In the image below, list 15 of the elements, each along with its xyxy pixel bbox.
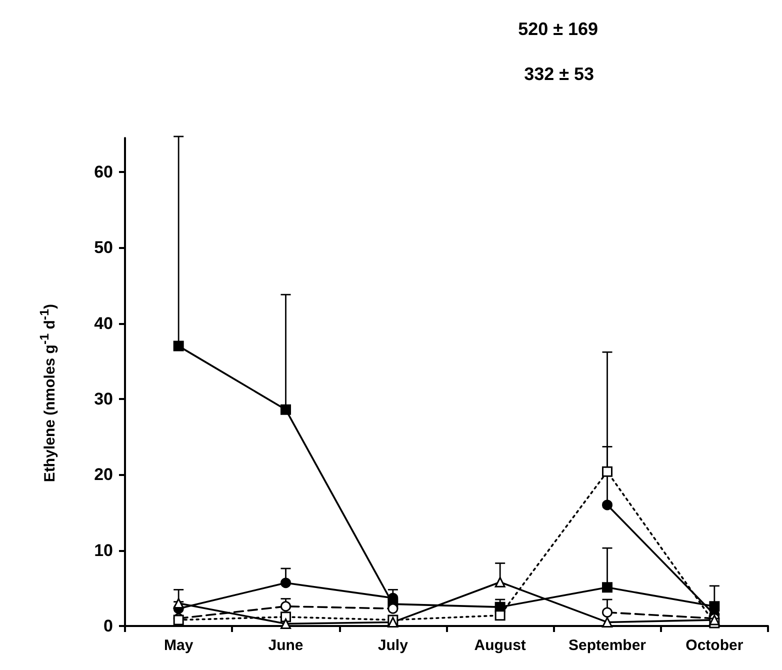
text: 332 ± 53 [524,64,594,84]
y-tick-label: 20 [94,465,113,484]
y-tick-label: 50 [94,238,113,258]
x-tick-label: July [378,637,409,654]
x-tick-label: June [268,637,304,654]
y-tick-label: 10 [94,540,113,560]
x-tick-label: August [474,637,526,654]
text: 520 ± 169 [518,19,598,39]
x-tick-label: September [568,637,646,654]
x-tick-label: May [164,637,194,654]
x-tick-label: October [686,637,744,654]
y-tick-label: 0 [104,616,113,636]
y-tick-label: 60 [94,162,113,182]
y-tick-label: 30 [94,390,113,409]
y-tick-label: 40 [94,314,113,333]
